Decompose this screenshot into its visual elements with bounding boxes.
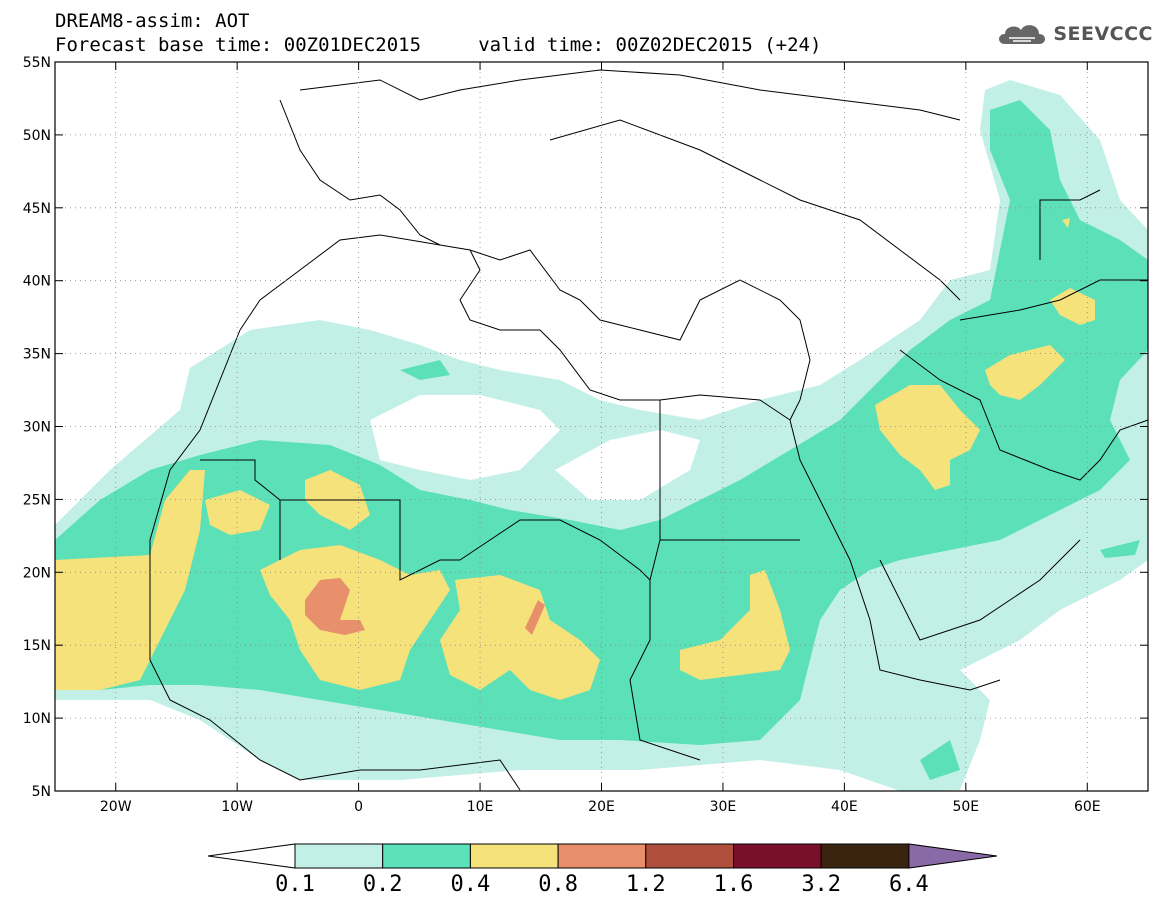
lon-tick-label: 20E xyxy=(588,799,615,815)
lon-tick-label: 20W xyxy=(100,799,132,815)
colorbar-label: 3.2 xyxy=(801,872,842,897)
lat-tick-label: 45N xyxy=(23,201,51,217)
lat-tick-label: 20N xyxy=(23,565,51,581)
lat-tick-label: 15N xyxy=(23,638,51,654)
lon-tick-label: 10W xyxy=(221,799,253,815)
lat-tick-label: 25N xyxy=(23,492,51,508)
colorbar-label: 0.2 xyxy=(362,872,403,897)
lat-tick-label: 55N xyxy=(23,55,51,71)
colorbar-segment xyxy=(820,843,910,869)
lat-tick-label: 5N xyxy=(32,784,51,800)
colorbar-segment xyxy=(294,843,384,869)
country-borders xyxy=(149,69,1148,791)
colorbar-min-arrow xyxy=(207,843,296,869)
axis-labels: 20W 10W 0 10E 20E 30E 40E 50E 60E 55N 50N 45N 40N 35N… xyxy=(23,55,1101,815)
lon-tick-label: 40E xyxy=(831,799,858,815)
seevccc-logo: SEEVCCC xyxy=(995,20,1153,48)
logo-text: SEEVCCC xyxy=(1053,23,1153,45)
lon-tick-label: 10E xyxy=(467,799,494,815)
lon-tick-label: 0 xyxy=(354,799,363,815)
forecast-time-subtitle: Forecast base time: 00Z01DEC2015 valid t… xyxy=(55,34,822,56)
lon-tick-label: 60E xyxy=(1074,799,1101,815)
lat-tick-label: 30N xyxy=(23,420,51,436)
colorbar xyxy=(207,843,997,869)
colorbar-label: 1.2 xyxy=(625,872,666,897)
colorbar-segment xyxy=(382,843,471,869)
colorbar-label: 0.4 xyxy=(450,872,491,897)
axis-ticks xyxy=(55,61,1148,792)
lat-tick-label: 50N xyxy=(23,128,51,144)
aot-band-0.8-1.2 xyxy=(305,578,545,635)
cloud-icon xyxy=(999,25,1046,44)
lat-tick-label: 10N xyxy=(23,711,51,727)
colorbar-label: 1.6 xyxy=(713,872,754,897)
lat-tick-label: 35N xyxy=(23,347,51,363)
colorbar-label: 0.1 xyxy=(275,872,315,897)
colorbar-label: 6.4 xyxy=(889,872,929,897)
lat-tick-label: 40N xyxy=(23,274,51,290)
chart-title: DREAM8-assim: AOT xyxy=(55,10,250,32)
lon-tick-label: 30E xyxy=(710,799,737,815)
colorbar-segment xyxy=(733,843,822,869)
colorbar-max-arrow xyxy=(908,843,997,869)
colorbar-segment xyxy=(469,843,559,869)
colorbar-segment xyxy=(645,843,734,869)
lon-tick-label: 50E xyxy=(952,799,979,815)
colorbar-label: 0.8 xyxy=(538,872,578,897)
colorbar-segment xyxy=(557,843,647,869)
